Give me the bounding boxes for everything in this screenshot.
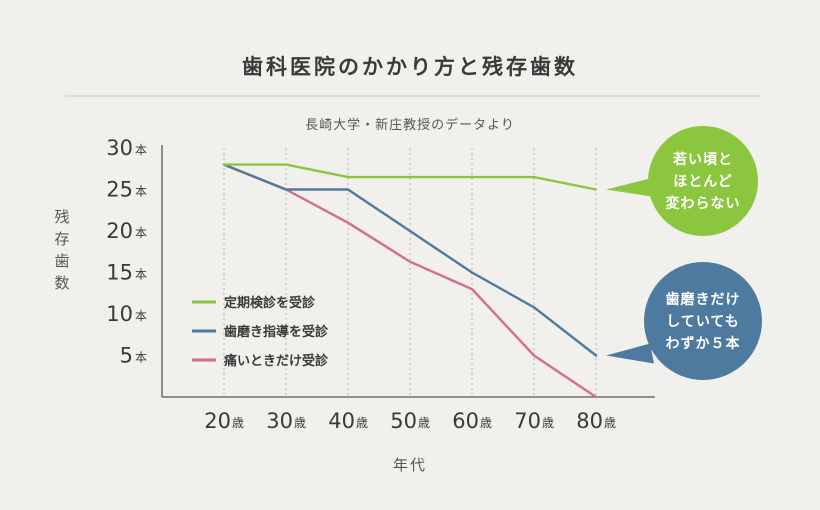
y-axis-label-char: 存: [54, 230, 69, 248]
x-tick-label: 40: [328, 409, 355, 433]
y-tick-label: 30: [106, 136, 133, 160]
x-tick-label: 60: [452, 409, 479, 433]
y-tick-unit: 本: [135, 143, 147, 157]
x-tick-label: 30: [266, 409, 293, 433]
callout-text: 歯磨きだけ: [666, 291, 741, 308]
series: [222, 163, 598, 399]
callout-text: していても: [666, 314, 739, 330]
legend-label: 痛いときだけ受診: [223, 353, 329, 369]
y-tick-labels: 30 本25 本20 本15 本10 本5 本: [106, 136, 147, 368]
callout-text: わずか５本: [666, 335, 741, 352]
y-axis-label: 残存歯数: [54, 208, 69, 292]
y-axis-label-char: 残: [54, 208, 69, 226]
callout-pointer: [606, 177, 658, 198]
callout-circle: [648, 126, 758, 236]
y-tick-unit: 本: [135, 185, 147, 199]
chart-subtitle: 長崎大学・新庄教授のデータより: [305, 117, 515, 133]
x-tick-unit: 歳: [232, 416, 244, 430]
axes: [161, 145, 655, 398]
series-line: [222, 163, 598, 357]
chart-title: 歯科医院のかかり方と残存歯数: [242, 55, 578, 79]
y-tick-unit: 本: [135, 351, 147, 365]
y-tick-label: 25: [106, 178, 133, 202]
y-tick-label: 20: [106, 219, 133, 243]
x-tick-unit: 歳: [480, 416, 492, 430]
x-tick-unit: 歳: [542, 416, 554, 430]
x-tick-label: 80: [576, 409, 603, 433]
y-tick-unit: 本: [135, 268, 147, 282]
x-tick-unit: 歳: [294, 416, 306, 430]
y-tick-label: 5: [120, 344, 133, 368]
y-tick-label: 15: [106, 261, 133, 285]
x-tick-unit: 歳: [356, 416, 368, 430]
x-tick-label: 20: [204, 409, 231, 433]
x-tick-labels: 20 歳 30 歳 40 歳 50 歳 60 歳 70 歳 80 歳: [204, 409, 616, 433]
callout-text: 変わらない: [666, 195, 741, 212]
x-tick-label: 70: [514, 409, 541, 433]
x-axis-label: 年代: [393, 456, 427, 474]
y-axis-label-char: 歯: [54, 252, 69, 270]
y-tick-unit: 本: [135, 226, 147, 240]
callout-text: ほとんど: [673, 174, 733, 190]
x-tick-unit: 歳: [604, 416, 616, 430]
callout-pointer: [606, 343, 654, 364]
x-tick-label: 50: [390, 409, 417, 433]
legend-label: 歯磨き指導を受診: [224, 324, 329, 340]
callout-circle: [644, 262, 762, 380]
x-tick-unit: 歳: [418, 416, 430, 430]
y-axis-label-char: 数: [54, 274, 69, 292]
legend-label: 定期検診を受診: [223, 295, 316, 311]
callout-text: 若い頃と: [672, 151, 733, 168]
y-tick-label: 10: [106, 302, 133, 326]
series-line: [222, 163, 598, 191]
y-tick-unit: 本: [135, 309, 147, 323]
